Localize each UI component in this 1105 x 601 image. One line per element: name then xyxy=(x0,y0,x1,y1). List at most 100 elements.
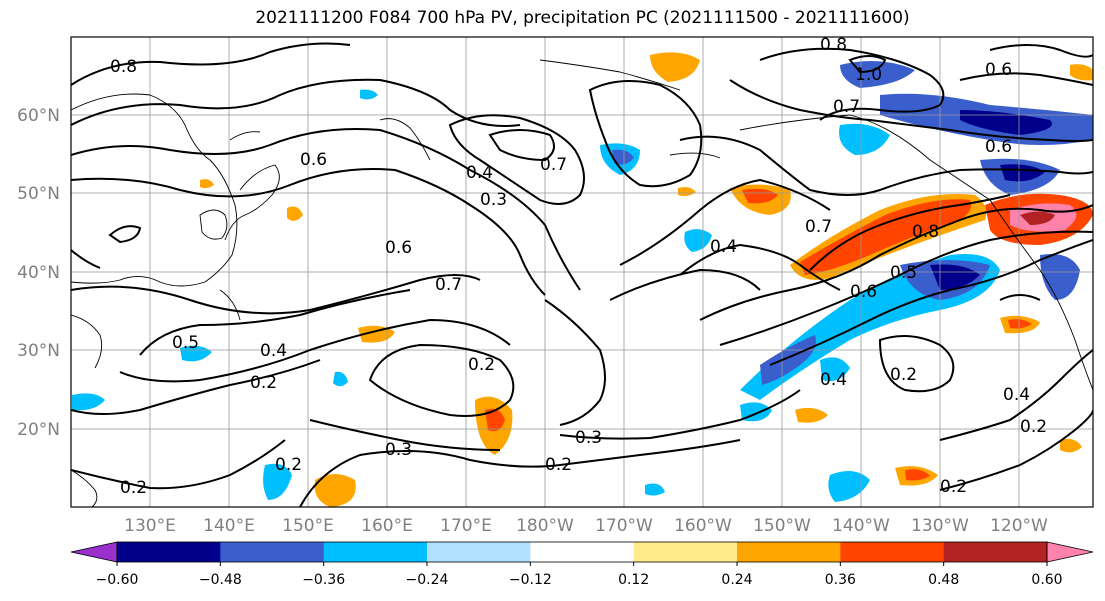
contour-label: 0.2 xyxy=(890,365,917,385)
contour-label: 0.6 xyxy=(385,238,412,258)
positive-precip-patch xyxy=(795,407,828,423)
lon-label: 150°E xyxy=(282,516,334,536)
contour-label: 0.2 xyxy=(940,477,967,497)
positive-precip-patch xyxy=(287,206,303,221)
negative-precip-patch xyxy=(645,483,665,496)
contour-label: 0.7 xyxy=(540,155,567,175)
contour-label: 0.6 xyxy=(300,150,327,170)
contour-label: 0.2 xyxy=(468,355,495,375)
positive-precip-patch xyxy=(358,325,395,343)
negative-precip-patch xyxy=(360,89,378,100)
negative-precip-patch xyxy=(612,149,634,165)
positive-precip-patch xyxy=(1060,438,1082,453)
negative-precip-patch xyxy=(684,229,712,252)
negative-precip-patch xyxy=(820,357,850,382)
lon-label: 130°W xyxy=(911,516,969,536)
contour-label: 0.2 xyxy=(250,373,277,393)
colorbar: −0.60 −0.48 −0.36 −0.24 −0.12 0.12 0.24 0.36 0.4… xyxy=(70,541,1094,588)
colorbar-tick-label: −0.36 xyxy=(302,572,345,588)
lon-label: 130°E xyxy=(124,516,176,536)
contour-label: 0.5 xyxy=(172,333,199,353)
colorbar-frame xyxy=(116,541,1048,563)
lat-label: 50°N xyxy=(17,184,60,204)
contour-label: 0.3 xyxy=(385,440,412,460)
positive-precip-patch xyxy=(485,408,505,432)
lat-label: 60°N xyxy=(17,106,60,126)
contour-label: 0.2 xyxy=(545,455,572,475)
contour-label: 0.7 xyxy=(805,217,832,237)
colorbar-tick-label: −0.48 xyxy=(199,572,242,588)
contour-label: 0.7 xyxy=(833,97,860,117)
graticule xyxy=(71,37,1093,507)
contour-label: 0.8 xyxy=(110,57,137,77)
negative-precip-patch xyxy=(840,61,915,88)
contour-label: 0.5 xyxy=(890,263,917,283)
negative-precip-patch xyxy=(760,335,816,385)
contour-label: 0.3 xyxy=(575,428,602,448)
colorbar-extend-right xyxy=(1046,541,1094,563)
negative-precip-patch xyxy=(960,110,1052,135)
colorbar-tick-label: 0.36 xyxy=(825,572,856,588)
lon-label: 140°E xyxy=(203,516,255,536)
map-border xyxy=(70,36,1094,508)
map-title: 2021111200 F084 700 hPa PV, precipitatio… xyxy=(255,8,910,28)
colorbar-cell xyxy=(427,542,531,562)
pv-contours xyxy=(71,42,1093,507)
negative-precip-patch xyxy=(839,123,890,155)
contour-label: 0.6 xyxy=(985,137,1012,157)
lon-label: 170°E xyxy=(440,516,492,536)
contour-label: 0.2 xyxy=(120,478,147,498)
colorbar-tick-label: −0.60 xyxy=(96,572,139,588)
contour-label: 0.6 xyxy=(850,282,877,302)
negative-precip-patch xyxy=(72,393,105,411)
lat-label: 20°N xyxy=(17,420,60,440)
colorbar-tick-label: −0.12 xyxy=(509,572,552,588)
contour-label: 0.4 xyxy=(1003,385,1030,405)
positive-precip-patch xyxy=(200,179,214,189)
colorbar-cell xyxy=(117,542,221,562)
lon-label: 180°W xyxy=(516,516,574,536)
positive-precip-patch xyxy=(678,187,696,196)
contour-label: 0.3 xyxy=(480,190,507,210)
colorbar-cell xyxy=(943,542,1048,562)
contour-label: 0.8 xyxy=(912,222,939,242)
negative-precip-patch xyxy=(263,463,292,500)
lon-label: 140°W xyxy=(832,516,890,536)
colorbar-tick-label: 0.24 xyxy=(721,572,752,588)
colorbar-tick-label: −0.24 xyxy=(406,572,449,588)
colorbar-cell xyxy=(737,542,841,562)
colorbar-cell xyxy=(220,542,325,562)
contour-label: 0.2 xyxy=(275,455,302,475)
colorbar-tick-label: 0.60 xyxy=(1031,572,1062,588)
contour-label: 0.4 xyxy=(820,370,847,390)
negative-precip-patch xyxy=(1040,254,1080,300)
lon-label: 120°W xyxy=(990,516,1048,536)
positive-precip-patch xyxy=(650,52,700,82)
positive-precip-patch xyxy=(800,199,972,275)
positive-precip-patch xyxy=(1020,211,1055,225)
lon-label: 170°W xyxy=(595,516,653,536)
positive-precip-patch xyxy=(314,474,356,507)
lat-label: 30°N xyxy=(17,341,60,361)
colorbar-cell xyxy=(530,542,635,562)
contour-label: 0.2 xyxy=(1020,417,1047,437)
positive-precip-patch xyxy=(1070,64,1093,81)
negative-precip-patch xyxy=(930,264,980,290)
contour-label: 0.7 xyxy=(435,275,462,295)
lon-label: 150°W xyxy=(753,516,811,536)
map-content: 0.8 0.8 0.7 0.7 0.6 0.6 0.4 0.3 0.6 0.7 … xyxy=(71,35,1093,507)
colorbar-extend-left xyxy=(70,541,118,563)
contour-label: 0.8 xyxy=(820,35,847,55)
contour-label: 0.4 xyxy=(260,341,287,361)
colorbar-cell xyxy=(840,542,945,562)
contour-label: 0.6 xyxy=(985,60,1012,80)
contour-label: 0.4 xyxy=(466,163,493,183)
contour-label: 0.4 xyxy=(710,237,737,257)
positive-precip-patch xyxy=(742,188,778,204)
negative-precip-patch xyxy=(828,471,870,502)
positive-precip-patch xyxy=(905,469,930,481)
precipitation-shading xyxy=(72,52,1093,507)
positive-precip-patch xyxy=(1008,319,1032,329)
coastlines xyxy=(71,59,1093,507)
